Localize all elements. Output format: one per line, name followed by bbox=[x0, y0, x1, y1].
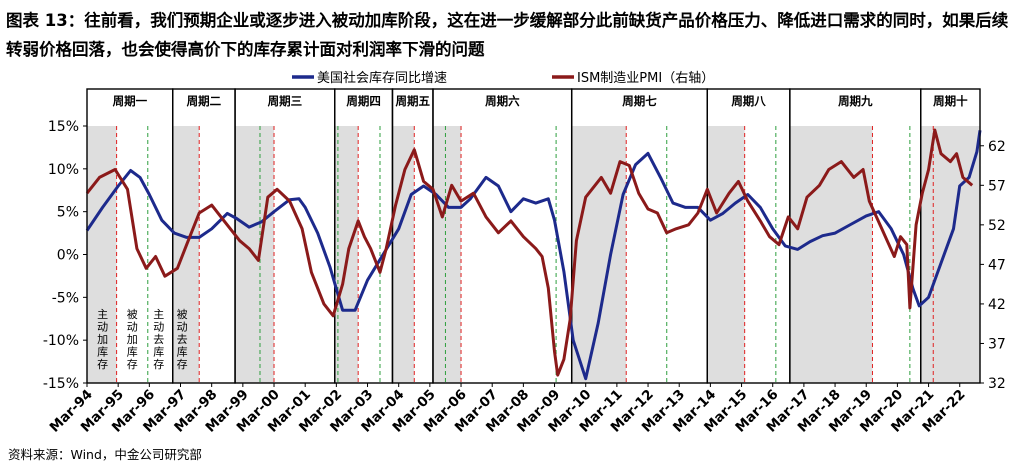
series-lines bbox=[85, 128, 982, 381]
phase-label-char: 加 bbox=[127, 333, 138, 346]
shaded-period bbox=[87, 126, 117, 383]
phase-label-char: 加 bbox=[97, 333, 108, 346]
shaded-periods bbox=[87, 126, 980, 383]
phase-label-char: 库 bbox=[97, 346, 108, 359]
cycle-label: 周期三 bbox=[268, 94, 303, 108]
legend: 美国社会库存同比增速 ISM制造业PMI（右轴） bbox=[292, 70, 714, 86]
phase-label-char: 动 bbox=[97, 321, 108, 334]
chart-title: 图表 13：往前看，我们预期企业或逐步进入被动加库阶段，这在进一步缓解部分此前缺… bbox=[6, 11, 1009, 59]
phase-label-char: 动 bbox=[127, 321, 138, 334]
cycle-label: 周期十 bbox=[933, 94, 968, 108]
shaded-period bbox=[172, 126, 200, 383]
phase-label-char: 库 bbox=[153, 346, 164, 359]
phase-label-char: 存 bbox=[177, 357, 188, 371]
left-tick-label: -15% bbox=[43, 376, 79, 392]
right-tick-label: 32 bbox=[988, 376, 1006, 392]
phase-label-char: 去 bbox=[153, 333, 164, 346]
left-tick-label: -5% bbox=[52, 290, 79, 306]
left-tick-label: 0% bbox=[57, 248, 79, 264]
right-tick-label: 62 bbox=[988, 139, 1006, 155]
cycle-label: 周期六 bbox=[485, 94, 520, 108]
phase-label-char: 被 bbox=[127, 308, 138, 321]
source-note: 资料来源：Wind，中金公司研究部 bbox=[8, 447, 202, 462]
right-tick-label: 47 bbox=[988, 257, 1006, 273]
right-tick-label: 52 bbox=[988, 218, 1006, 234]
series-line bbox=[85, 130, 982, 381]
cycle-label: 周期一 bbox=[113, 94, 148, 108]
cycle-label: 周期九 bbox=[838, 94, 873, 108]
phase-label-char: 动 bbox=[153, 321, 164, 334]
phase-label-char: 主 bbox=[97, 308, 108, 321]
cycle-dashed-lines bbox=[116, 126, 934, 383]
right-tick-label: 57 bbox=[988, 178, 1006, 194]
shaded-period bbox=[789, 126, 873, 383]
phase-label-char: 主 bbox=[153, 308, 164, 321]
legend-label: ISM制造业PMI（右轴） bbox=[577, 71, 714, 86]
left-tick-label: 15% bbox=[48, 119, 79, 135]
right-tick-label: 37 bbox=[988, 336, 1006, 352]
left-tick-label: 5% bbox=[57, 205, 79, 221]
phase-label-char: 存 bbox=[127, 357, 138, 371]
legend-label: 美国社会库存同比增速 bbox=[317, 70, 447, 86]
shaded-period bbox=[920, 126, 980, 383]
phase-label-char: 被 bbox=[177, 308, 188, 321]
right-tick-label: 42 bbox=[988, 297, 1006, 313]
series-line bbox=[85, 128, 974, 377]
phase-label-char: 库 bbox=[127, 346, 138, 359]
left-tick-label: 10% bbox=[48, 162, 79, 178]
shaded-period bbox=[707, 126, 745, 383]
cycle-label: 周期八 bbox=[731, 94, 766, 108]
cycle-label: 周期五 bbox=[395, 94, 430, 108]
phase-label-char: 去 bbox=[177, 333, 188, 346]
phase-label-char: 存 bbox=[153, 357, 164, 371]
cycle-label: 周期四 bbox=[346, 94, 381, 108]
left-tick-label: -10% bbox=[43, 333, 79, 349]
shaded-period bbox=[392, 126, 415, 383]
cycle-label: 周期二 bbox=[187, 94, 222, 108]
shaded-period bbox=[432, 126, 462, 383]
phase-label-char: 库 bbox=[177, 346, 188, 359]
phase-label-char: 动 bbox=[177, 321, 188, 334]
phase-label-char: 存 bbox=[97, 357, 108, 371]
cycle-label: 周期七 bbox=[622, 94, 657, 108]
